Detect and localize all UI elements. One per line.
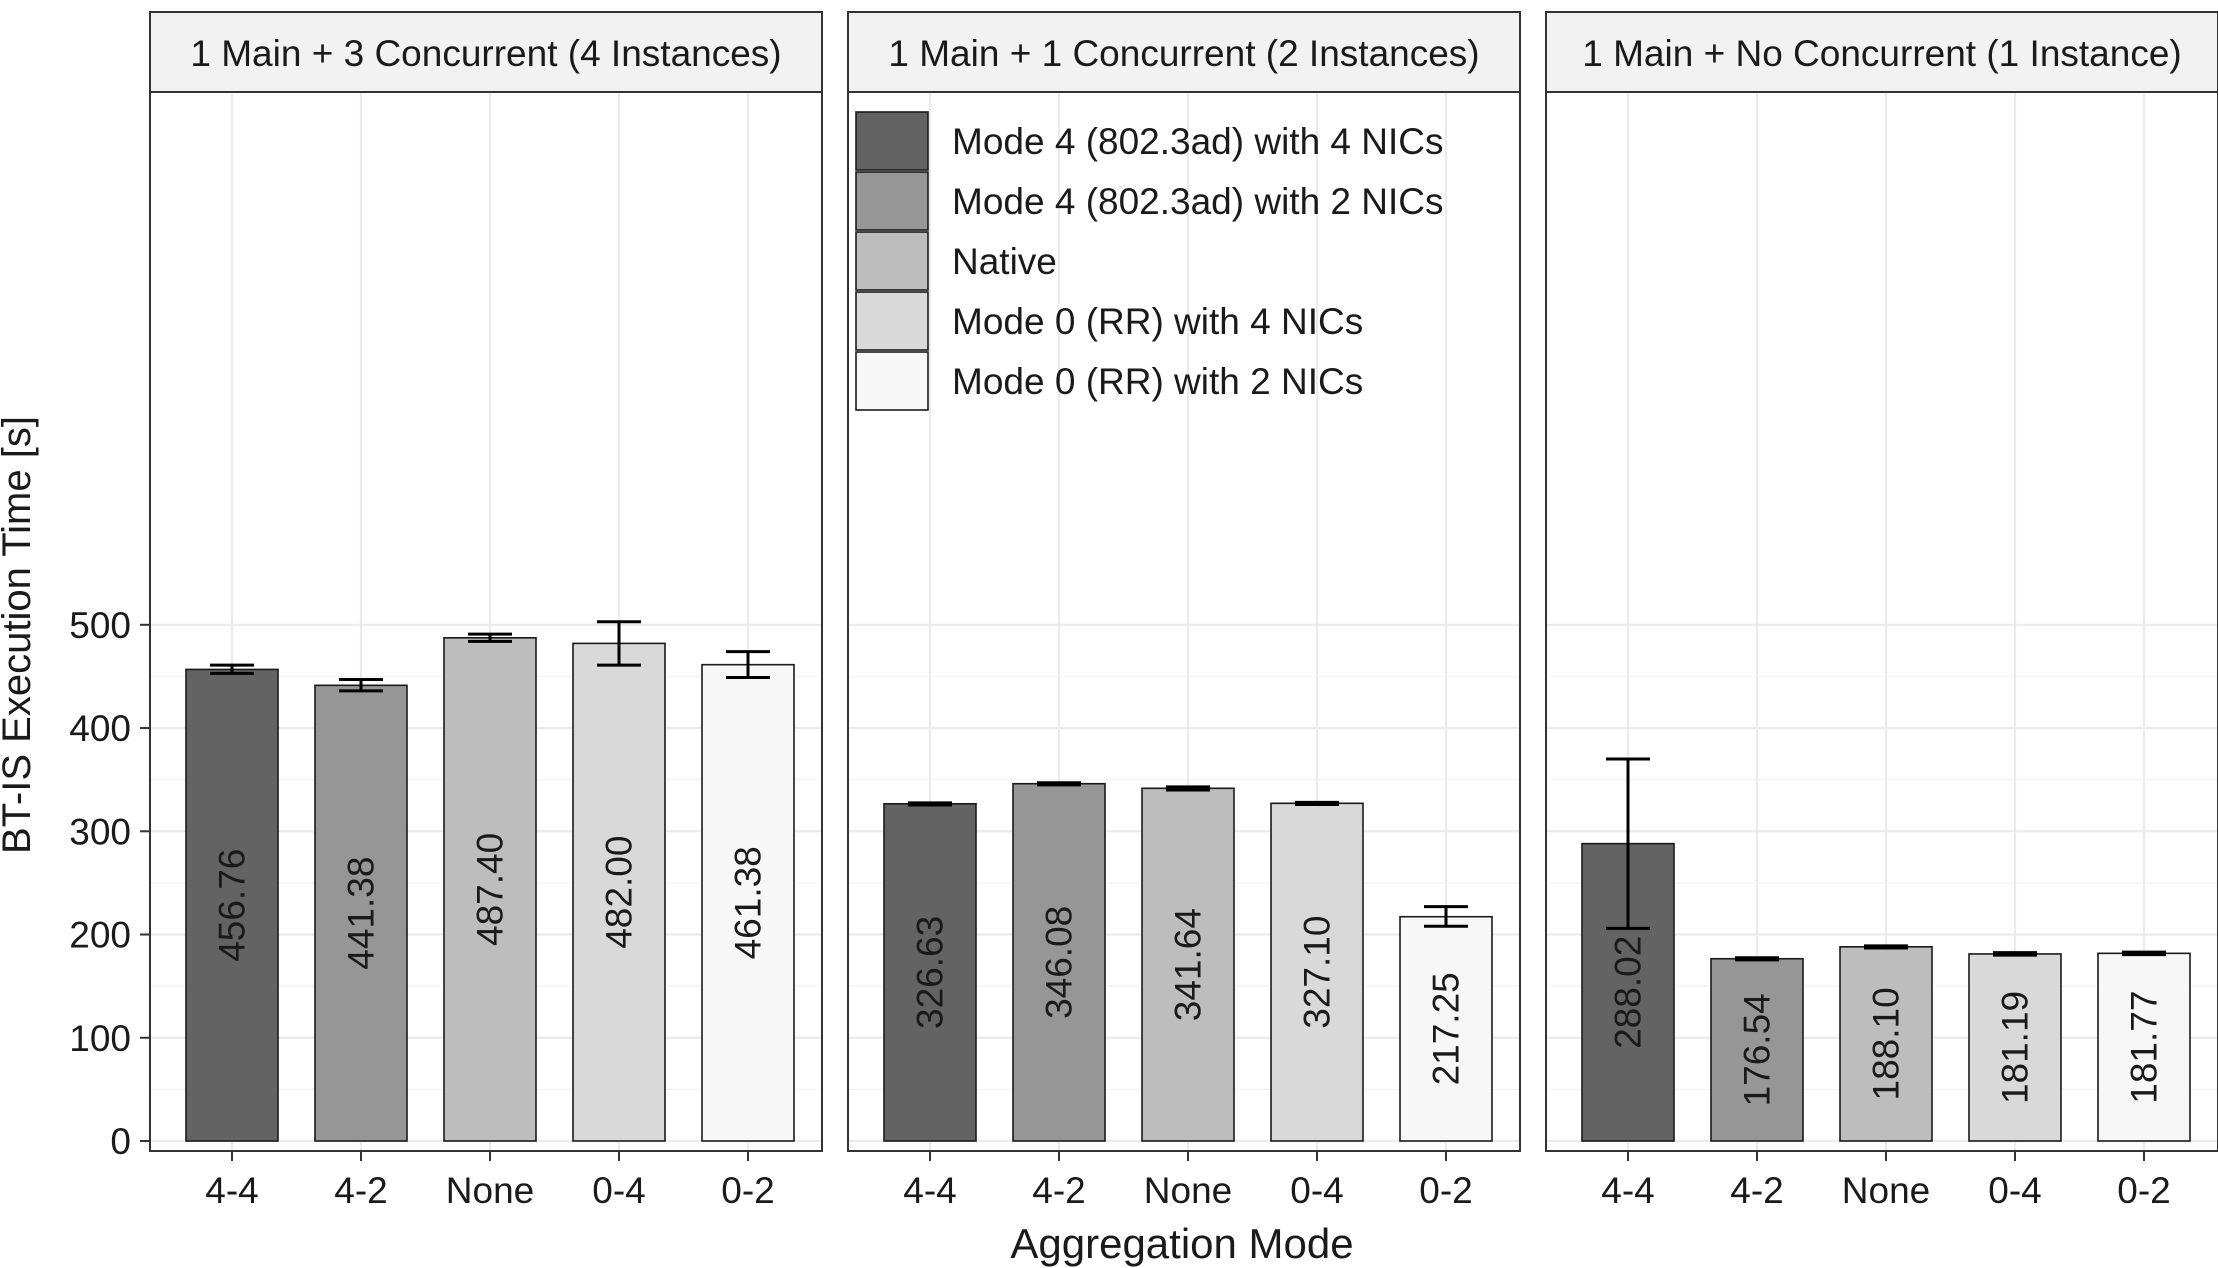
x-tick-label: None — [1842, 1170, 1930, 1211]
x-tick-label: 4-2 — [1032, 1170, 1085, 1211]
x-tick-label: 0-4 — [1290, 1170, 1343, 1211]
legend-label: Native — [952, 241, 1057, 282]
bar-value-label: 181.19 — [1995, 991, 2036, 1104]
bar-value-label: 188.10 — [1866, 987, 1907, 1100]
legend-label: Mode 0 (RR) with 2 NICs — [952, 361, 1363, 402]
panel-title: 1 Main + 1 Concurrent (2 Instances) — [888, 33, 1479, 74]
bar-value-label: 346.08 — [1039, 906, 1080, 1019]
bar-value-label: 441.38 — [341, 857, 382, 970]
bar — [701, 663, 795, 1142]
x-tick-label: 4-2 — [1730, 1170, 1783, 1211]
bar-value-label: 326.63 — [910, 916, 951, 1029]
x-tick-label: 0-2 — [1419, 1170, 1472, 1211]
bar-value-label: 456.76 — [212, 849, 253, 962]
legend-key — [855, 111, 929, 171]
x-tick-label: 4-4 — [903, 1170, 956, 1211]
bar — [1710, 957, 1804, 1142]
x-tick-label: None — [446, 1170, 534, 1211]
bar-value-label: 176.54 — [1737, 993, 1778, 1106]
bar-value-label: 482.00 — [599, 836, 640, 949]
x-tick-label: 0-2 — [721, 1170, 774, 1211]
y-tick-label: 400 — [69, 708, 131, 749]
y-tick-label: 500 — [69, 605, 131, 646]
bar — [2097, 952, 2191, 1142]
x-tick-label: 4-2 — [334, 1170, 387, 1211]
legend: Mode 4 (802.3ad) with 4 NICs Mode 4 (802.… — [855, 111, 1444, 411]
legend-key — [855, 291, 929, 351]
y-tick-label: 100 — [69, 1018, 131, 1059]
legend-label: Mode 0 (RR) with 4 NICs — [952, 301, 1363, 342]
bar — [1399, 915, 1493, 1142]
bar-value-label: 461.38 — [728, 846, 769, 959]
bar-value-label: 487.40 — [470, 833, 511, 946]
legend-key — [855, 171, 929, 231]
y-tick-label: 300 — [69, 811, 131, 852]
bar — [883, 802, 977, 1142]
y-tick-label: 200 — [69, 915, 131, 956]
legend-label: Mode 4 (802.3ad) with 2 NICs — [952, 181, 1444, 222]
bar-value-label: 217.25 — [1426, 972, 1467, 1085]
x-tick-label: 0-2 — [2117, 1170, 2170, 1211]
bar — [185, 668, 279, 1142]
panel-strip — [149, 11, 823, 93]
legend-key — [855, 351, 929, 411]
bar — [1141, 787, 1235, 1142]
y-axis-title: BT-IS Execution Time [s] — [0, 416, 39, 854]
panel-title: 1 Main + 3 Concurrent (4 Instances) — [190, 33, 781, 74]
bar — [1012, 782, 1106, 1142]
panel-title: 1 Main + No Concurrent (1 Instance) — [1582, 33, 2181, 74]
x-tick-label: None — [1144, 1170, 1232, 1211]
x-tick-label: 0-4 — [1988, 1170, 2041, 1211]
bar-value-label: 341.64 — [1168, 908, 1209, 1021]
x-tick-label: 4-4 — [1601, 1170, 1654, 1211]
bars-layer: 456.76 441.38 487.40 482.00 461.38 326.63 346.… — [185, 620, 2191, 1142]
x-axis-title: Aggregation Mode — [1010, 1220, 1353, 1267]
legend-label: Mode 4 (802.3ad) with 4 NICs — [952, 121, 1444, 162]
panel-strip — [847, 11, 1521, 93]
bar-value-label: 181.77 — [2124, 991, 2165, 1104]
x-tick-label: 4-4 — [205, 1170, 258, 1211]
bar — [443, 637, 537, 1142]
bar-value-label: 327.10 — [1297, 916, 1338, 1029]
y-tick-label: 0 — [110, 1121, 131, 1162]
x-tick-label: 0-4 — [592, 1170, 645, 1211]
bar-value-label: 288.02 — [1608, 936, 1649, 1049]
bar — [1839, 946, 1933, 1142]
panel-strip — [1545, 11, 2218, 93]
legend-key — [855, 231, 929, 291]
frame-layer: 1 Main + 3 Concurrent (4 Instances) 1 Mai… — [149, 11, 2218, 1152]
axis-layer: 4-4 4-2 None 0-4 0-2 4-4 4-2 None 0-4 0-2 4-4 4-2 No… — [69, 605, 2170, 1211]
